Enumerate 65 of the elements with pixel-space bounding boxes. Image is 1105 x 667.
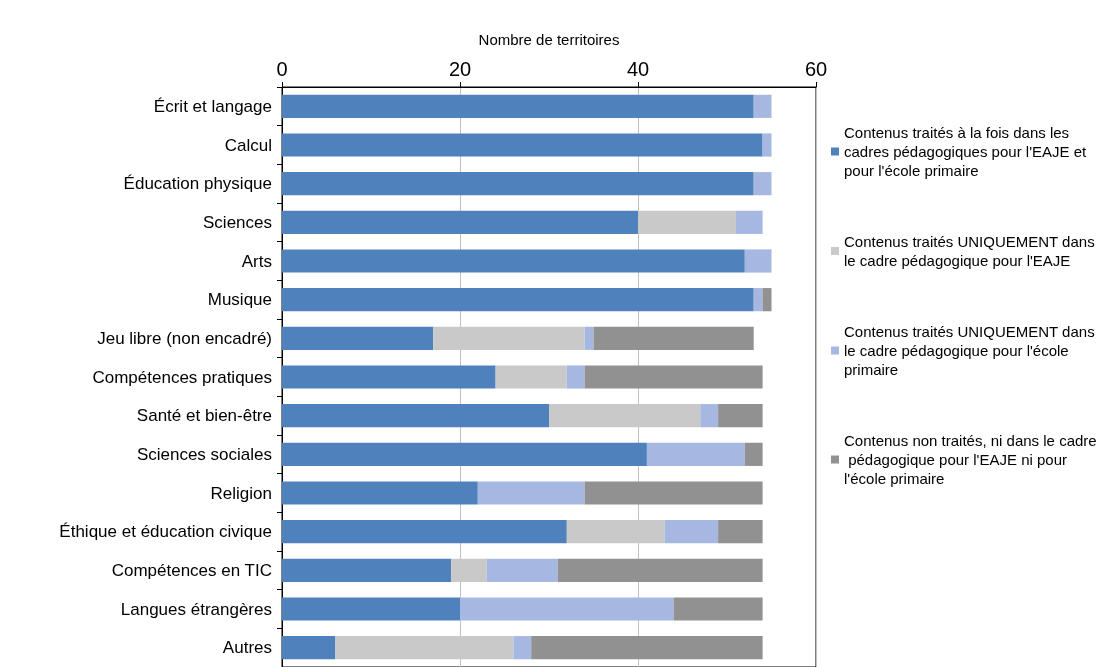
- legend-label: Contenus traités UNIQUEMENT dans le cadre pédagogique pour l'école primaire: [844, 323, 1099, 378]
- y-tick-label: Religion: [210, 483, 272, 503]
- bar: [477, 481, 585, 505]
- y-tick-label: Écrit et langage: [153, 96, 272, 116]
- bar: [753, 94, 772, 118]
- y-tick-label: Compétences en TIC: [111, 560, 272, 580]
- x-axis-title: Nombre de territoires: [478, 31, 620, 48]
- bar: [718, 404, 763, 428]
- bar: [282, 481, 478, 505]
- legend-label: Contenus traités UNIQUEMENT dans le cadre pédagogique pour l'EAJE: [844, 233, 1099, 269]
- bar: [718, 520, 763, 544]
- bar: [700, 404, 719, 428]
- bar: [282, 210, 638, 234]
- y-tick-label: Santé et bien-être: [136, 406, 272, 426]
- bar: [282, 94, 754, 118]
- bar: [584, 481, 763, 505]
- bar: [566, 365, 585, 389]
- bar: [282, 365, 496, 389]
- y-tick-label: Langues étrangères: [120, 599, 272, 619]
- y-tick-label: Éducation physique: [123, 174, 272, 194]
- bar: [282, 133, 763, 157]
- bar: [282, 404, 549, 428]
- bar: [753, 172, 772, 196]
- bar: [744, 249, 772, 273]
- y-tick-label: Calcul: [224, 135, 272, 155]
- y-tick-label: Musique: [207, 290, 272, 310]
- y-tick-label: Jeu libre (non encadré): [97, 328, 272, 348]
- bar: [282, 172, 754, 196]
- bar: [486, 558, 558, 582]
- x-tick-label: 60: [804, 58, 828, 80]
- bar: [282, 288, 754, 312]
- y-tick-label: Arts: [241, 251, 272, 271]
- bar: [753, 288, 763, 312]
- y-tick-label: Compétences pratiques: [92, 367, 272, 387]
- bar: [646, 442, 745, 466]
- bar: [282, 558, 452, 582]
- bar: [762, 133, 772, 157]
- bar: [762, 288, 772, 312]
- bar: [282, 597, 460, 621]
- bar: [557, 558, 763, 582]
- bar: [282, 442, 647, 466]
- bar: [282, 520, 567, 544]
- bar: [495, 365, 567, 389]
- bar: [664, 520, 719, 544]
- bar: [460, 597, 674, 621]
- y-tick-label: Sciences sociales: [136, 444, 272, 464]
- y-tick-label: Autres: [222, 638, 272, 658]
- bar: [593, 326, 754, 350]
- bar: [282, 326, 434, 350]
- bar: [282, 636, 336, 660]
- x-tick-label: 40: [626, 58, 650, 80]
- legend-label: Contenus non traités, ni dans le cadre pédagogique pour l'EAJE ni pour l'école primaire: [844, 432, 1097, 487]
- bar: [513, 636, 532, 660]
- bar: [744, 442, 763, 466]
- bar: [282, 249, 745, 273]
- bar: [531, 636, 763, 660]
- legend-label: Contenus traités à la fois dans les cadres pédagogiques pour l'EAJE et pour l'école primaire: [844, 124, 1091, 179]
- bar: [584, 365, 763, 389]
- bar: [584, 326, 594, 350]
- y-tick-label: Éthique et éducation civique: [59, 522, 272, 542]
- x-tick-label: 20: [448, 58, 472, 80]
- bar: [673, 597, 763, 621]
- bar: [735, 210, 763, 234]
- y-tick-label: Sciences: [203, 212, 272, 232]
- x-tick-label: 0: [276, 58, 288, 80]
